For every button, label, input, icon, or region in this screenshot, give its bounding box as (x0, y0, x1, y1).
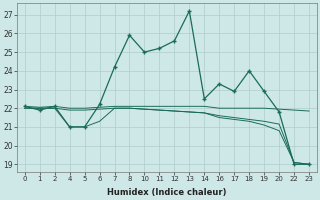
X-axis label: Humidex (Indice chaleur): Humidex (Indice chaleur) (107, 188, 227, 197)
